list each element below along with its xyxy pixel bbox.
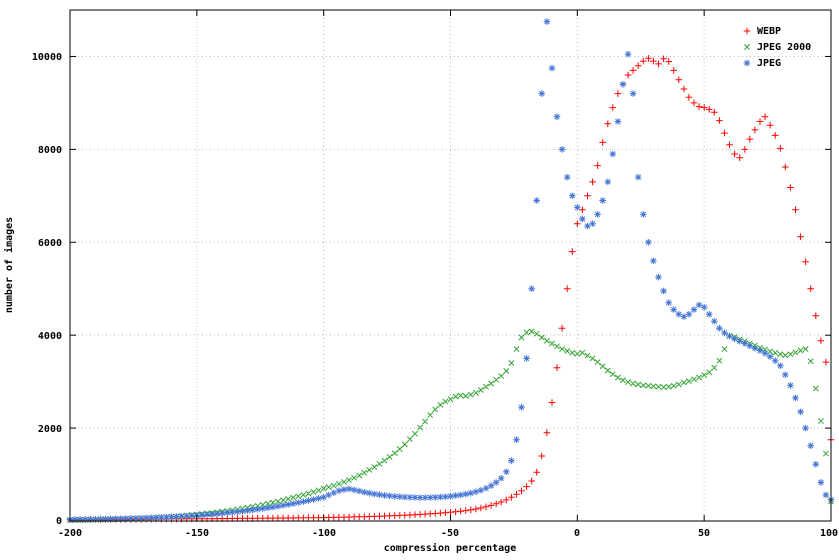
plot-frame [69, 9, 832, 522]
y-tick-label: 2000 [38, 424, 62, 435]
legend-label-jpeg2000: JPEG 2000 [757, 42, 811, 53]
x-tick-label: 100 [820, 528, 838, 539]
x-tick-label: -100 [312, 528, 336, 539]
y-tick-label: 0 [56, 516, 62, 527]
legend-markers [743, 27, 751, 67]
y-tick-label: 8000 [38, 145, 62, 156]
y-tick-label: 10000 [32, 52, 62, 63]
x-tick-label: 50 [698, 528, 710, 539]
y-axis-title: number of images [3, 217, 15, 313]
x-tick-label: -150 [185, 528, 209, 539]
legend-label-jpeg: JPEG [757, 58, 781, 69]
grid-lines [69, 10, 832, 522]
x-tick-labels: -200 -150 -100 -50 0 50 100 [58, 528, 838, 539]
x-tick-label: 0 [574, 528, 580, 539]
x-tick-label: -200 [58, 528, 82, 539]
x-axis-title: compression percentage [384, 542, 516, 554]
y-tick-label: 4000 [38, 331, 62, 342]
x-tick-label: -50 [441, 528, 459, 539]
legend-label-webp: WEBP [757, 26, 781, 37]
legend: WEBP JPEG 2000 JPEG [757, 26, 811, 69]
y-tick-labels: 0 2000 4000 6000 8000 10000 [32, 52, 62, 527]
y-tick-label: 6000 [38, 238, 62, 249]
